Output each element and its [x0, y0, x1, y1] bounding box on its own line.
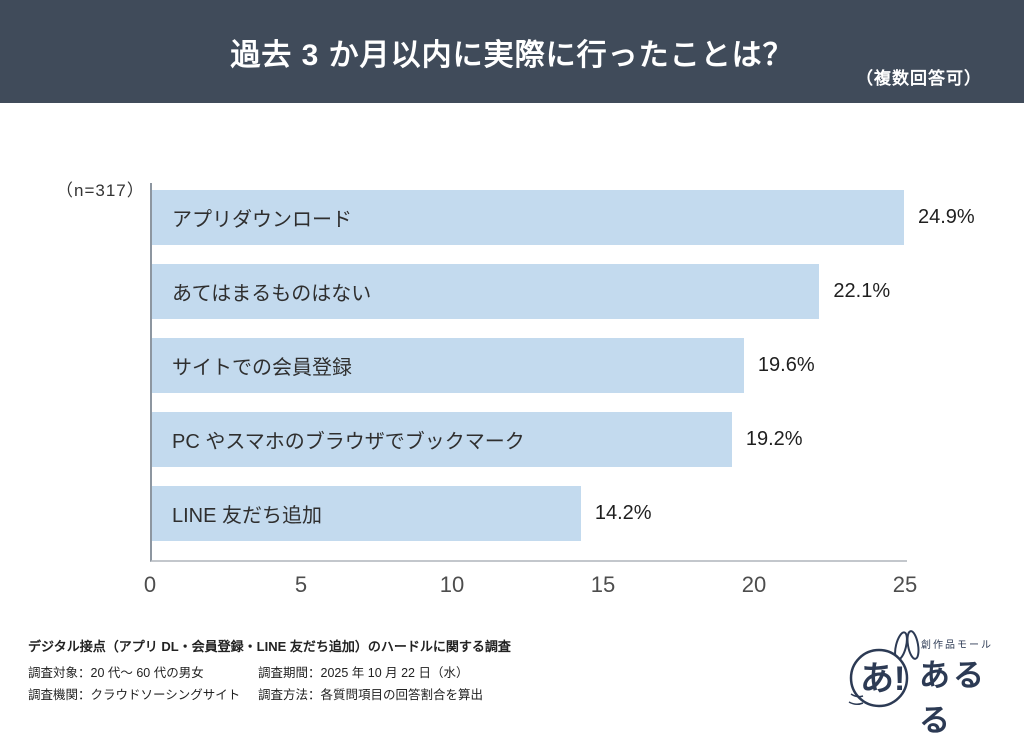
bar-row: LINE 友だち追加 14.2%	[152, 486, 1012, 541]
multiple-answers-note: （複数回答可）	[856, 69, 982, 88]
brand-logo: あ! 創作品モール あるる	[845, 624, 1020, 738]
bar-value-label: 22.1%	[833, 280, 891, 302]
logo-tagline: 創作品モール	[921, 640, 993, 651]
logo-mark-icon: あ!	[848, 630, 920, 708]
bar-value-label: 24.9%	[917, 206, 975, 228]
logo-brand-name: あるる	[919, 658, 987, 738]
bar-category-label: LINE 友だち追加	[172, 505, 323, 527]
survey-title: デジタル接点（アプリ DL・会員登録・LINE 友だち追加）のハードルに関する調…	[28, 639, 511, 654]
sample-size-label: （n=317）	[56, 181, 145, 200]
bar-plot: アプリダウンロード 24.9% あてはまるものはない 22.1% サイトでの会員登録 19…	[152, 190, 1012, 560]
survey-method: 調査方法：各質問項目の回答割合を算出	[258, 688, 484, 702]
bar-row: PC やスマホのブラウザでブックマーク 19.2%	[152, 412, 1012, 467]
x-axis-tick: 15	[590, 572, 616, 597]
bar: アプリダウンロード	[152, 190, 904, 245]
bar-value-label: 19.6%	[757, 354, 815, 376]
bar: サイトでの会員登録	[152, 338, 744, 393]
bar-category-label: あてはまるものはない	[172, 283, 372, 305]
chart-title: 過去 3 か月以内に実際に行ったことは？	[230, 39, 794, 72]
x-axis-tick: 5	[294, 572, 308, 597]
header-banner: 過去 3 か月以内に実際に行ったことは？ （複数回答可）	[0, 0, 1024, 103]
bar-category-label: PC やスマホのブラウザでブックマーク	[172, 431, 525, 453]
x-axis-tick: 20	[741, 572, 767, 597]
bar: LINE 友だち追加	[152, 486, 581, 541]
survey-agency: 調査機関：クラウドソーシングサイト	[28, 688, 241, 702]
survey-target: 調査対象：20 代～ 60 代の男女	[28, 666, 204, 680]
bar-category-label: サイトでの会員登録	[172, 357, 352, 379]
bar: あてはまるものはない	[152, 264, 820, 319]
x-axis: 0 5 10 15 20 25	[144, 572, 917, 602]
bar: PC やスマホのブラウザでブックマーク	[152, 412, 732, 467]
x-axis-tick: 25	[892, 572, 918, 597]
bar-value-label: 19.2%	[745, 428, 803, 450]
logo-mark-text: あ!	[860, 660, 905, 698]
bar-value-label: 14.2%	[594, 502, 652, 524]
axis-frame	[150, 183, 907, 562]
bar-category-label: アプリダウンロード	[172, 209, 352, 231]
x-axis-tick: 0	[143, 572, 157, 597]
bar-row: サイトでの会員登録 19.6%	[152, 338, 1012, 393]
bar-row: アプリダウンロード 24.9%	[152, 190, 1012, 245]
survey-period: 調査期間：2025 年 10 月 22 日（水）	[258, 666, 469, 680]
bar-row: あてはまるものはない 22.1%	[152, 264, 1012, 319]
x-axis-tick: 10	[439, 572, 465, 597]
